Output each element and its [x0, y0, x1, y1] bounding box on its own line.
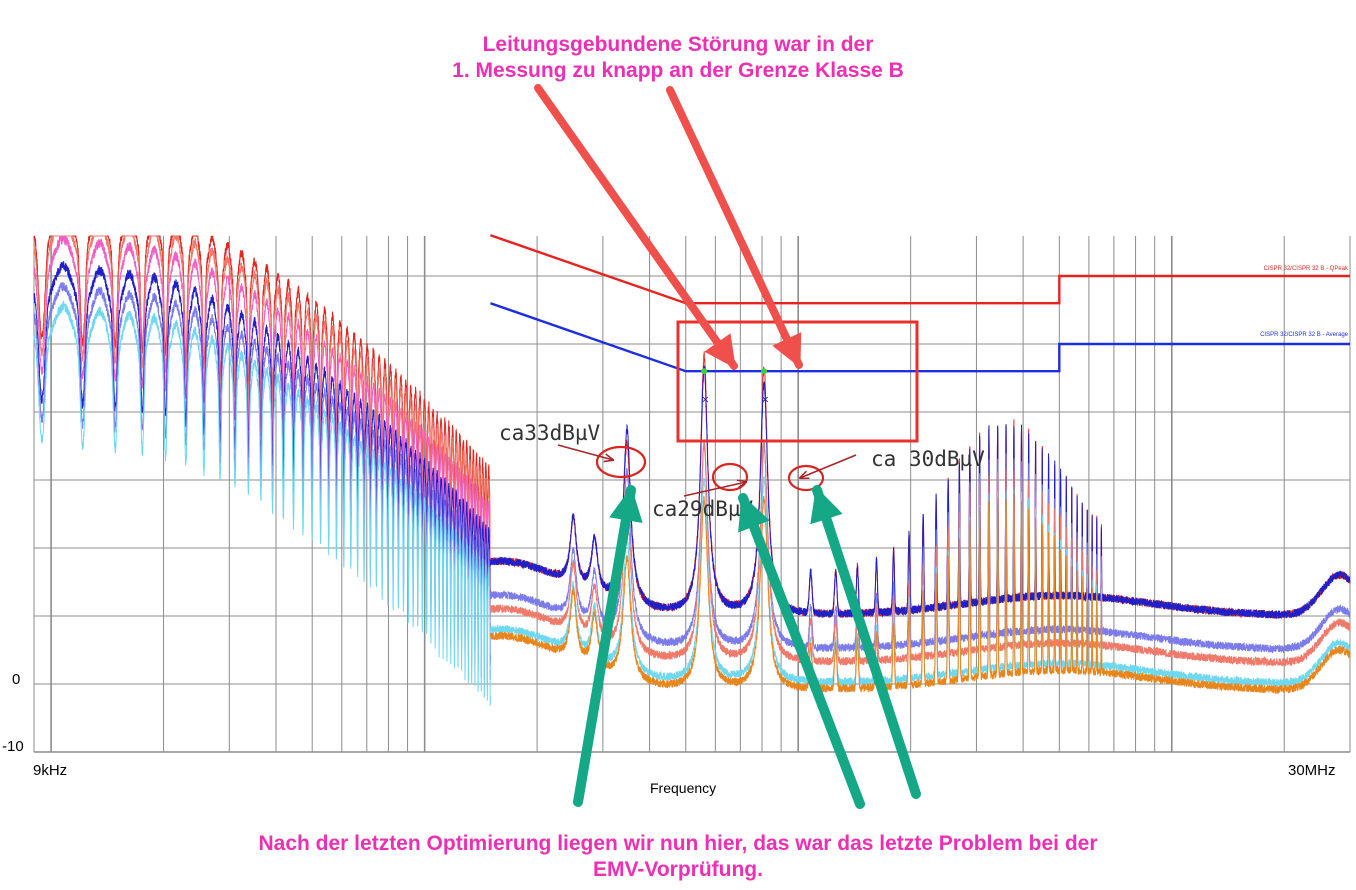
green-arrow-3 — [810, 485, 921, 799]
limit-line-average — [490, 302, 1350, 373]
peak-circle-3 — [787, 464, 825, 492]
annotation-arrow-1 — [557, 444, 613, 460]
peak-circle-2 — [711, 462, 749, 492]
annotation-label-1: ca33dBµV — [499, 421, 601, 445]
legend-average: CISPR 32/CISPR 32 B - Average — [1260, 332, 1349, 338]
limit-lines: × × — [490, 234, 1350, 405]
x-axis-title: Frequency — [650, 780, 716, 796]
trace-high-band — [489, 365, 1351, 620]
annotation-label-3: ca 30dBµV — [871, 447, 985, 471]
legend-qpeak: CISPR 32/CISPR 32 B - QPeak — [1264, 266, 1349, 272]
red-arrow-left — [534, 84, 738, 370]
top-caption-line-1: Leitungsgebundene Störung war in der — [482, 33, 874, 56]
trace-low-band — [33, 235, 491, 635]
x-tick-end: 30MHz — [1288, 762, 1336, 779]
top-caption-line-2: 1. Messung zu knapp an der Grenze Klasse… — [452, 59, 904, 82]
measurement-traces — [33, 234, 1351, 706]
y-tick-minus10: -10 — [2, 738, 24, 755]
chart-legend: CISPR 32/CISPR 32 B - QPeak CISPR 32/CIS… — [1260, 266, 1349, 338]
top-caption: Leitungsgebundene Störung war in der 1. … — [0, 32, 1356, 84]
x-tick-start: 9kHz — [33, 762, 67, 779]
annotation-arrow-3 — [800, 454, 857, 478]
peak-marker — [761, 368, 768, 375]
peak-circle-1 — [595, 445, 647, 479]
trace-low-band — [33, 299, 491, 706]
bottom-caption: Nach der letzten Optimierung liegen wir … — [0, 831, 1356, 883]
peak-annotations: ca33dBµV ca29dBµV ca 30dBµV — [499, 421, 985, 521]
trace-high-band — [489, 493, 1351, 695]
peak-x-marker: × — [761, 394, 769, 405]
bottom-caption-line-2: EMV-Vorprüfung. — [593, 858, 763, 881]
trace-low-band — [33, 282, 491, 685]
bottom-caption-line-1: Nach der letzten Optimierung liegen wir … — [258, 832, 1098, 855]
problem-area-highlight — [676, 320, 919, 443]
annotation-arrow-2 — [683, 482, 746, 497]
peak-marker — [701, 368, 708, 375]
trace-high-band — [489, 439, 1351, 654]
problem-box — [676, 320, 919, 443]
peak-x-marker: × — [701, 394, 709, 405]
annotation-label-2: ca29dBµV — [652, 497, 754, 521]
green-arrow-1 — [573, 485, 643, 807]
limit-line-qpeak — [490, 234, 1350, 305]
red-arrow-right — [666, 86, 803, 369]
green-arrow-2 — [738, 493, 865, 809]
trace-high-band — [489, 441, 1351, 667]
callout-arrows — [534, 84, 921, 809]
axis-labels: 0 -10 9kHz 30MHz Frequency — [2, 671, 1336, 796]
y-tick-0: 0 — [12, 671, 20, 688]
